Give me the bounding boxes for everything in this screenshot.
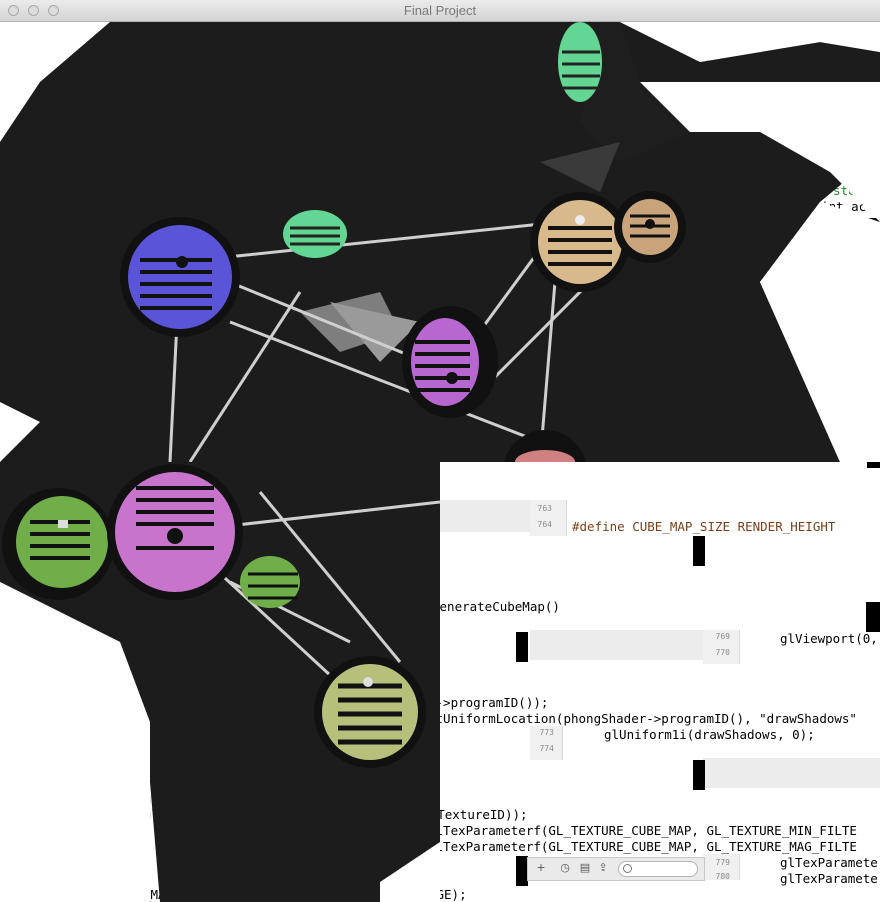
code-line: glUniform1i(drawShadows, 0);	[604, 727, 815, 742]
grey-highlight	[330, 302, 420, 362]
grey-highlight	[540, 142, 620, 192]
debug-toolbar: + ◷ ▤ ⇪	[527, 857, 705, 881]
background-gap	[760, 202, 880, 462]
text-cursor	[693, 760, 705, 790]
add-icon[interactable]: +	[536, 861, 546, 874]
ball-tan-small	[614, 191, 686, 263]
ball-green	[2, 488, 114, 600]
line-number: 774	[539, 744, 554, 753]
render-lower-region	[0, 462, 440, 902]
opengl-render-view[interactable]	[0, 22, 880, 902]
dark-body-shape	[580, 22, 690, 162]
minimize-window-button[interactable]	[28, 5, 39, 16]
line-number: 769	[715, 632, 730, 641]
share-icon[interactable]: ⇪	[598, 861, 608, 874]
clock-icon[interactable]: ◷	[560, 861, 570, 874]
line-number: 764	[537, 520, 552, 529]
background-gap	[0, 582, 150, 902]
render-upper-region	[0, 22, 880, 462]
code-line: glTexParameterf(GL_TEXTURE_CUBE_MAP, GL_…	[428, 823, 857, 838]
code-line: etUniformLocation(phongShader->programID…	[428, 711, 857, 726]
line-number: 770	[715, 648, 730, 657]
line-highlight	[530, 630, 710, 660]
line-number: 773	[539, 728, 554, 737]
dark-body-shape	[0, 462, 440, 902]
line-number-gutter	[530, 500, 567, 536]
ball-tan	[530, 192, 630, 292]
code-line: r->programID());	[428, 695, 549, 710]
background-gap	[0, 22, 110, 142]
code-line: glViewport(0,	[780, 631, 878, 646]
ball-mint	[283, 22, 602, 258]
filter-field[interactable]	[618, 861, 698, 877]
ball-salmon	[504, 430, 586, 462]
code-line: glTexParamete	[780, 871, 878, 886]
ball-blue	[120, 217, 240, 337]
title-bar: Final Project	[0, 0, 880, 22]
ball-olive	[314, 656, 426, 768]
code-line: generateCubeMap()	[432, 599, 560, 614]
close-window-button[interactable]	[8, 5, 19, 16]
line-number-gutter	[703, 854, 740, 880]
line-number: 779	[715, 858, 730, 867]
ball-purple	[402, 306, 498, 418]
text-cursor	[693, 536, 705, 566]
code-line: glTexParameterf(GL_TEXTURE_CUBE_MAP, GL_…	[428, 839, 857, 854]
line-number-gutter	[530, 726, 563, 760]
background-gap	[640, 82, 880, 222]
text-cursor	[516, 856, 528, 886]
line-number-gutter	[703, 630, 740, 664]
text-cursor	[866, 602, 880, 632]
code-line: glTexParamete	[780, 855, 878, 870]
document-icon[interactable]: ▤	[579, 861, 591, 874]
ball-pink	[107, 464, 243, 600]
line-number: 763	[537, 504, 552, 513]
code-preprocessor: #define CUBE_MAP_SIZE RENDER_HEIGHT	[572, 519, 836, 534]
ball-green-small	[240, 556, 300, 608]
filter-icon	[623, 864, 632, 873]
background-gap	[380, 842, 440, 902]
window-title: Final Project	[403, 3, 477, 18]
background-gap	[0, 402, 40, 462]
line-highlight	[703, 758, 880, 788]
zoom-window-button[interactable]	[48, 5, 59, 16]
text-cursor	[516, 632, 528, 662]
background-gap	[620, 22, 880, 62]
line-number: 780	[715, 872, 730, 881]
